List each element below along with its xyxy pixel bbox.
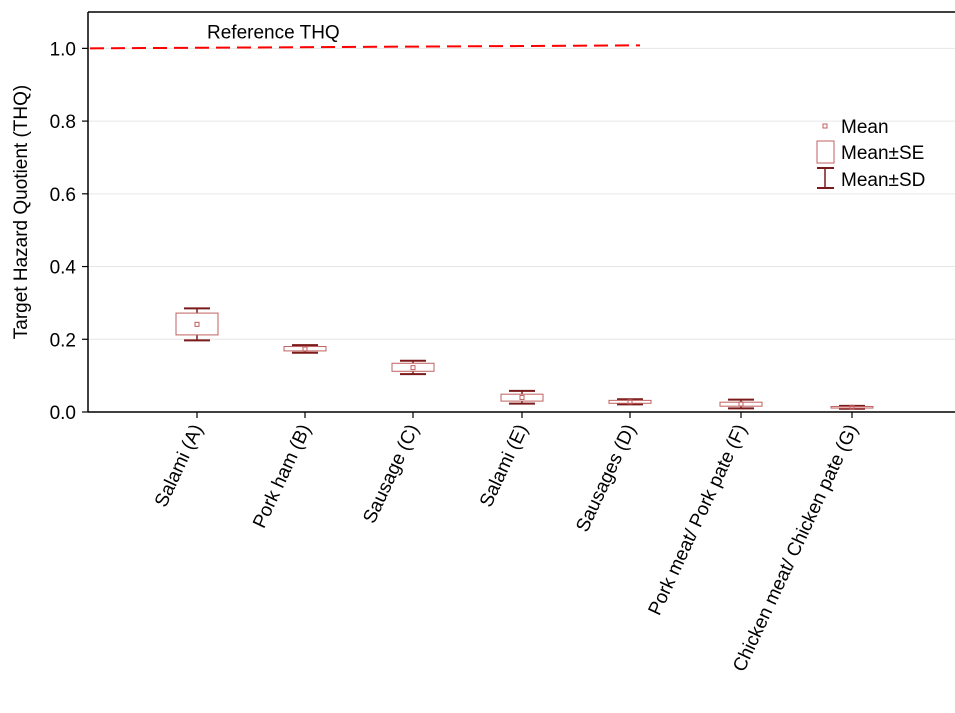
box-item [830, 404, 874, 410]
x-category-label: Pork ham (B) [249, 421, 315, 531]
legend: Mean Mean±SE Mean±SD [816, 117, 925, 191]
x-category-label: Sausages (D) [572, 421, 640, 535]
mean-marker [410, 365, 416, 371]
y-tick-label: 1.0 [50, 39, 76, 60]
se-box [608, 399, 652, 404]
box-series [175, 307, 874, 410]
mean-marker [519, 394, 525, 400]
y-tick-labels: 0.0 0.2 0.4 0.6 0.8 1.0 [50, 39, 77, 424]
box-item [500, 389, 544, 405]
mean-marker [738, 401, 744, 407]
y-tick-label: 0.8 [50, 112, 76, 133]
mean-marker [849, 404, 855, 410]
reference-line-group: Reference THQ [89, 22, 641, 50]
box-item [283, 344, 327, 354]
x-category-label: Salami (E) [476, 421, 533, 510]
se-box [830, 406, 874, 409]
y-tick-label: 0.0 [50, 403, 76, 424]
reference-line [89, 44, 641, 50]
legend-se-marker [816, 140, 835, 164]
axes [82, 11, 955, 418]
mean-marker [627, 399, 633, 405]
y-tick-label: 0.2 [50, 330, 76, 351]
mean-marker [302, 346, 308, 352]
y-axis-label: Target Hazard Quotient (THQ) [11, 85, 32, 339]
x-category-label: Pork meat/ Pork pate (F) [645, 421, 752, 618]
mean-marker [194, 321, 200, 327]
box-item [719, 398, 763, 410]
x-category-label: Chicken meat/ Chicken pate (G) [729, 421, 862, 675]
legend-mean-marker [822, 123, 828, 129]
se-box [391, 362, 435, 372]
y-tick-label: 0.4 [50, 258, 77, 279]
legend-label-mean: Mean [841, 117, 889, 138]
box-item [608, 398, 652, 406]
legend-label-sd: Mean±SD [841, 170, 925, 191]
reference-line-label: Reference THQ [207, 22, 340, 43]
box-item [391, 359, 435, 376]
se-box [175, 312, 219, 336]
legend-label-se: Mean±SE [841, 143, 924, 164]
box-item [175, 307, 219, 342]
gridlines [88, 47, 955, 340]
se-box [500, 393, 544, 402]
x-category-labels: Salami (A) Pork ham (B) Sausage (C) Salami … [151, 421, 863, 675]
x-category-label: Sausage (C) [359, 421, 423, 527]
x-category-label: Salami (A) [151, 421, 208, 510]
y-tick-label: 0.6 [50, 185, 76, 206]
